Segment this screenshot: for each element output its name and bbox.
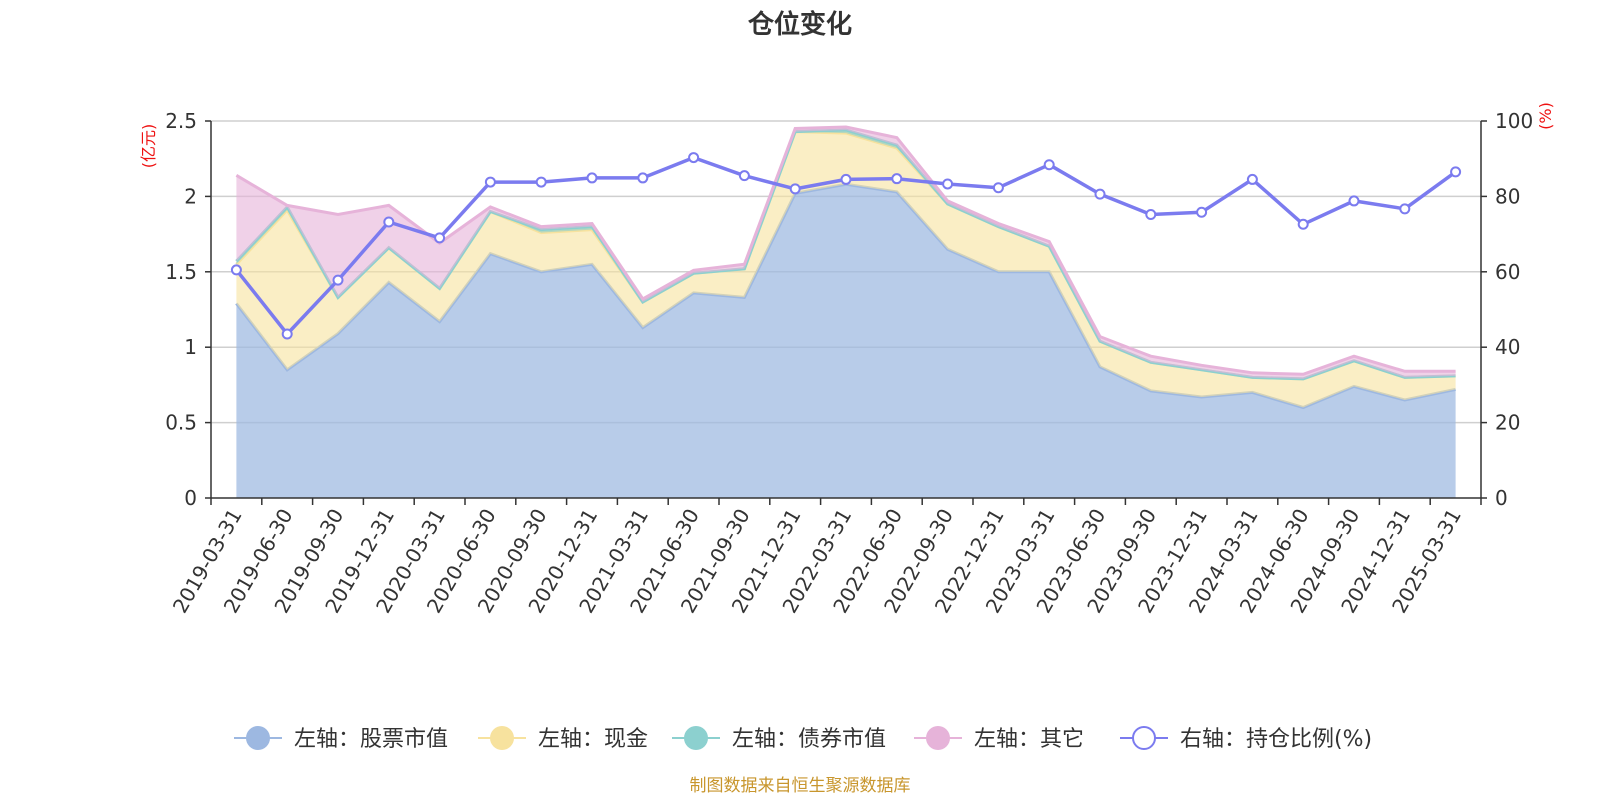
ratio-point — [383, 216, 395, 228]
area-stock — [236, 184, 1456, 499]
left-tick-label: 0.5 — [165, 411, 197, 435]
legend-label: 左轴：股票市值 — [294, 727, 448, 752]
ratio-point — [230, 264, 242, 276]
left-tick-label: 1 — [184, 335, 197, 359]
ratio-line-series — [230, 152, 1462, 340]
ratio-point — [1450, 166, 1462, 178]
ratio-point — [281, 328, 293, 340]
ratio-point — [1043, 159, 1055, 171]
legend-item: 右轴：持仓比例(%) — [1120, 726, 1372, 752]
legend-item: 左轴：其它 — [914, 726, 1084, 752]
ratio-point — [1246, 173, 1258, 185]
right-tick-label: 40 — [1495, 335, 1520, 359]
ratio-point — [1145, 208, 1157, 220]
legend-marker — [490, 726, 514, 750]
legend-label: 左轴：现金 — [538, 727, 648, 752]
legend-marker — [926, 726, 950, 750]
left-tick-label: 2 — [184, 184, 197, 208]
legend-item: 左轴：股票市值 — [234, 726, 448, 752]
ratio-point — [738, 170, 750, 182]
ratio-point — [1297, 218, 1309, 230]
area-cash — [236, 131, 1456, 408]
legend: 左轴：股票市值 左轴：现金 左轴：债券市值 左轴：其它 右轴：持仓比例(%) — [234, 726, 1372, 752]
left-tick-label: 1.5 — [165, 260, 197, 284]
ratio-point — [891, 173, 903, 185]
right-tick-label: 60 — [1495, 260, 1520, 284]
ratio-point — [688, 152, 700, 164]
right-tick-label: 0 — [1495, 486, 1508, 510]
legend-item: 左轴：现金 — [478, 726, 648, 752]
stacked-areas — [235, 125, 1456, 499]
ratio-point — [1348, 195, 1360, 207]
ratio-point — [535, 176, 547, 188]
ratio-point — [637, 172, 649, 184]
left-tick-label: 0 — [184, 486, 197, 510]
left-tick-label: 2.5 — [165, 109, 197, 133]
ratio-point — [586, 172, 598, 184]
ratio-point — [942, 178, 954, 190]
legend-marker — [684, 726, 708, 750]
ratio-point — [992, 182, 1004, 194]
left-axis-unit: (亿元) — [139, 124, 158, 169]
chart-title: 仓位变化 — [747, 9, 852, 40]
ratio-point — [840, 173, 852, 185]
right-axis-unit: (%) — [1536, 102, 1555, 130]
legend-label: 左轴：其它 — [974, 727, 1084, 752]
right-tick-label: 20 — [1495, 411, 1520, 435]
ratio-point — [789, 183, 801, 195]
ratio-point — [332, 274, 344, 286]
legend-item: 左轴：债券市值 — [672, 726, 886, 752]
ratio-point — [1399, 203, 1411, 215]
ratio-point — [434, 232, 446, 244]
ratio-point — [1094, 188, 1106, 200]
ratio-point — [484, 176, 496, 188]
source-note: 制图数据来自恒生聚源数据库 — [690, 776, 911, 796]
right-tick-label: 80 — [1495, 184, 1520, 208]
legend-label: 右轴：持仓比例(%) — [1180, 727, 1372, 752]
legend-marker — [1132, 726, 1156, 750]
right-tick-label: 100 — [1495, 109, 1533, 133]
ratio-point — [1196, 206, 1208, 218]
legend-label: 左轴：债券市值 — [732, 727, 886, 752]
legend-marker — [246, 726, 270, 750]
